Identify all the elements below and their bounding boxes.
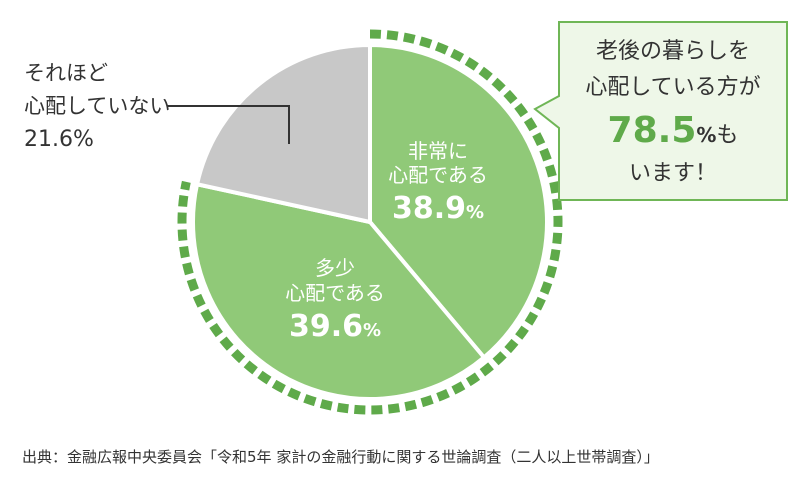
pie-chart: 非常に 心配である 38.9% 多少 心配である 39.6% それほど 心配して… xyxy=(24,21,788,415)
callout-tail: も xyxy=(716,123,738,148)
slice-value-very-worried-unit: % xyxy=(466,202,484,223)
slice-label-somewhat-worried-line1: 多少 xyxy=(315,256,355,280)
slice-label-very-worried-line1: 非常に xyxy=(408,139,468,163)
callout-highlight: 78.5%も xyxy=(608,110,739,151)
pie-slice-very-worried xyxy=(368,43,549,360)
slice-value-very-worried: 38.9% xyxy=(392,191,484,226)
slice-value-somewhat-worried: 39.6% xyxy=(289,309,381,344)
slice-value-very-worried-number: 38.9 xyxy=(392,191,466,226)
callout-big-unit: % xyxy=(696,123,716,147)
slice-label-not-worried-line2: 心配していない xyxy=(24,94,170,118)
slice-value-somewhat-worried-unit: % xyxy=(363,320,381,341)
callout-big-value: 78.5 xyxy=(608,110,697,151)
slice-label-somewhat-worried-line2: 心配である xyxy=(285,281,385,305)
slice-label-very-worried-line2: 心配である xyxy=(388,163,488,187)
callout-box xyxy=(533,21,788,201)
callout-line2: 心配している方が xyxy=(585,75,760,100)
slice-value-somewhat-worried-number: 39.6 xyxy=(289,309,363,344)
pie-slices xyxy=(191,43,549,401)
pie-slice-not-worried xyxy=(195,43,372,224)
slice-label-not-worried-line1: それほど xyxy=(24,61,108,85)
slice-value-not-worried: 21.6% xyxy=(24,127,94,152)
pie-slice-somewhat-worried xyxy=(191,182,487,401)
dashed-outer-ring xyxy=(177,29,563,415)
source-note: 出典：金融広報中央委員会「令和5年 家計の金融行動に関する世論調査（二人以上世帯… xyxy=(22,448,659,466)
callout-line4: います！ xyxy=(629,161,717,186)
callout-line1: 老後の暮らしを xyxy=(596,39,750,64)
